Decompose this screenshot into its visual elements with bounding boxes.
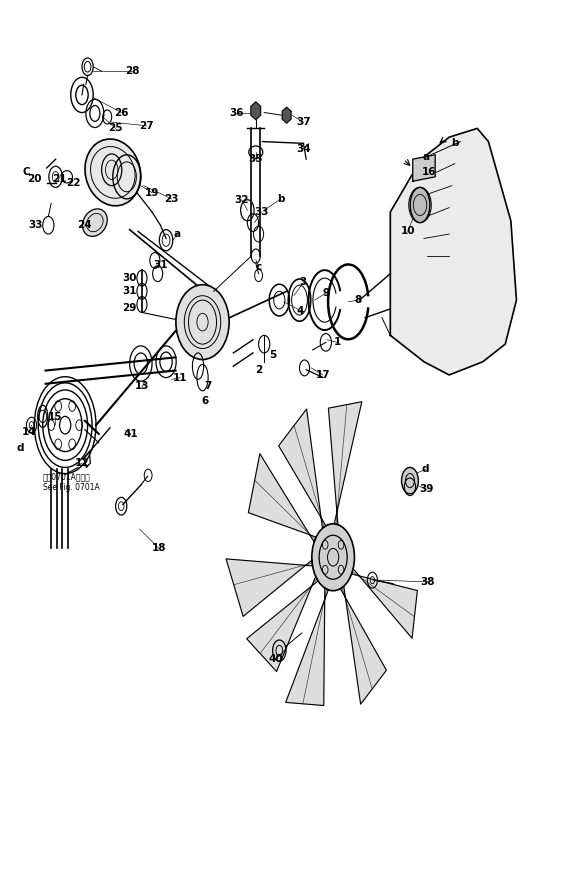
Ellipse shape: [83, 209, 107, 236]
Text: 6: 6: [202, 396, 209, 407]
Text: 2: 2: [255, 364, 262, 375]
Text: 28: 28: [125, 66, 140, 76]
Text: 40: 40: [268, 654, 283, 664]
Text: 7: 7: [205, 380, 212, 391]
Polygon shape: [282, 108, 291, 123]
Polygon shape: [251, 102, 261, 120]
Text: b: b: [451, 138, 459, 148]
Polygon shape: [352, 569, 418, 639]
Polygon shape: [328, 401, 362, 525]
Ellipse shape: [410, 187, 430, 222]
Text: 23: 23: [165, 194, 179, 204]
Text: 3: 3: [300, 278, 307, 288]
Text: 38: 38: [420, 577, 435, 587]
Text: 29: 29: [123, 303, 137, 313]
Text: 41: 41: [124, 429, 138, 439]
Polygon shape: [341, 587, 387, 704]
Text: 25: 25: [108, 123, 123, 133]
Circle shape: [312, 524, 355, 591]
Text: 39: 39: [420, 484, 434, 495]
Text: C: C: [22, 168, 30, 177]
Text: 8: 8: [354, 295, 361, 305]
Text: 21: 21: [52, 174, 67, 183]
Text: 19: 19: [145, 188, 159, 198]
Ellipse shape: [85, 139, 140, 206]
Text: 17: 17: [316, 370, 330, 380]
Text: d: d: [16, 443, 24, 453]
Text: 14: 14: [21, 427, 36, 437]
Text: a: a: [422, 153, 429, 162]
Text: 22: 22: [66, 178, 81, 188]
Text: 30: 30: [123, 273, 137, 283]
Text: 33: 33: [28, 220, 43, 230]
Polygon shape: [285, 588, 328, 706]
Text: d: d: [422, 464, 429, 475]
Polygon shape: [391, 129, 516, 375]
Text: 33: 33: [254, 207, 269, 217]
Text: b: b: [277, 194, 285, 204]
Text: 20: 20: [27, 174, 42, 183]
Polygon shape: [226, 559, 312, 617]
Polygon shape: [247, 577, 318, 671]
Text: 9: 9: [322, 288, 329, 298]
Text: 12: 12: [75, 458, 89, 468]
Text: 27: 27: [139, 121, 154, 131]
Text: a: a: [174, 229, 181, 239]
Text: 参栈0701A图参考
See Fig. 0701A: 参栈0701A图参考 See Fig. 0701A: [43, 473, 99, 492]
Text: 4: 4: [297, 306, 304, 316]
Text: 15: 15: [48, 412, 62, 422]
Text: 24: 24: [78, 220, 92, 230]
Text: 34: 34: [296, 144, 311, 153]
Text: 35: 35: [248, 154, 263, 164]
Text: 5: 5: [269, 349, 276, 360]
Text: 10: 10: [401, 227, 415, 236]
Circle shape: [401, 467, 418, 494]
Text: 18: 18: [152, 543, 166, 553]
Polygon shape: [248, 453, 316, 542]
Text: 32: 32: [234, 195, 249, 205]
Text: c: c: [256, 262, 262, 272]
Text: 11: 11: [173, 372, 187, 383]
Text: 13: 13: [135, 381, 149, 392]
Text: 31: 31: [123, 287, 137, 296]
Text: 31: 31: [153, 260, 167, 270]
Text: 36: 36: [229, 108, 243, 118]
Polygon shape: [279, 409, 326, 528]
Polygon shape: [413, 155, 435, 181]
Ellipse shape: [176, 285, 229, 360]
Text: 1: 1: [333, 338, 341, 348]
Text: 37: 37: [296, 117, 311, 127]
Text: 26: 26: [114, 108, 129, 117]
Text: 16: 16: [422, 167, 437, 176]
